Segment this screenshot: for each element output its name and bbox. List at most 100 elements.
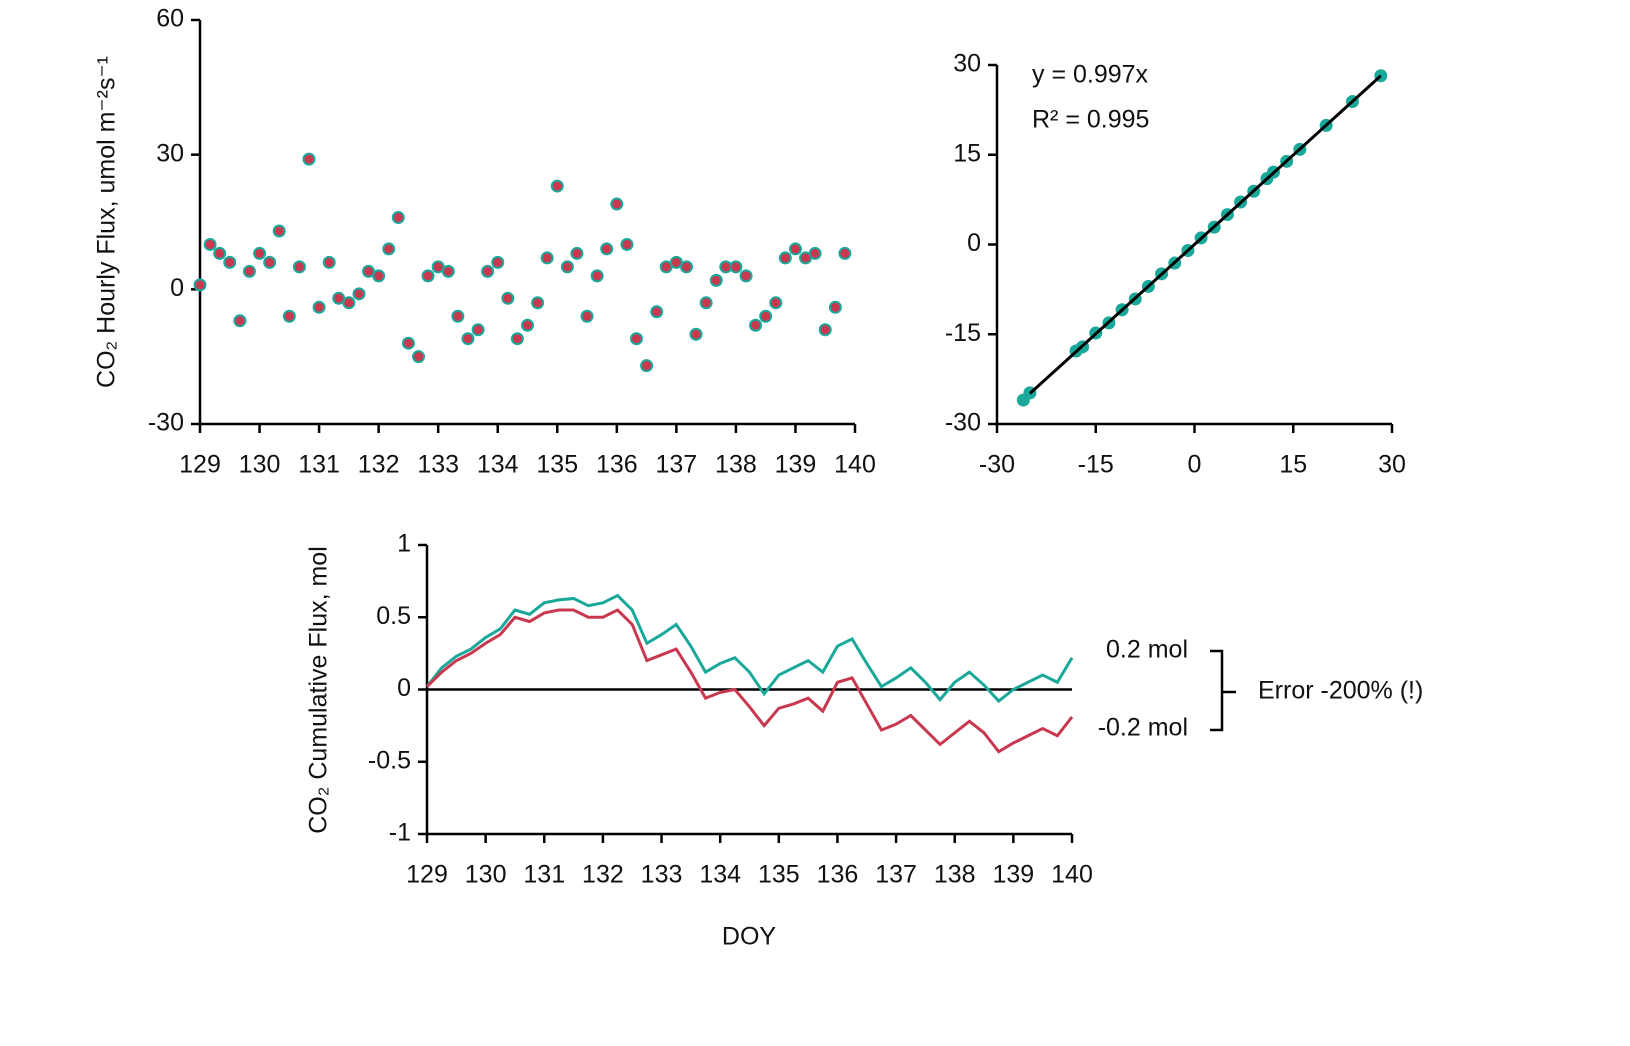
x-tick-label: 133: [417, 451, 459, 479]
point: [622, 239, 632, 249]
y-tick-label: -30: [148, 409, 184, 437]
y-tick-label: -15: [945, 319, 981, 347]
x-tick-label: -30: [979, 451, 1015, 479]
point: [642, 361, 652, 371]
y-tick-label: 0: [967, 229, 981, 257]
y-tick-label: -0.5: [368, 746, 411, 774]
x-tick-label: 15: [1279, 451, 1307, 479]
point: [324, 257, 334, 267]
x-tick-label: 132: [582, 861, 624, 889]
x-tick-label: 131: [298, 451, 340, 479]
x-tick-label: 0: [1188, 451, 1202, 479]
x-tick-label: 136: [596, 451, 638, 479]
point: [414, 352, 424, 362]
y-tick-label: -30: [945, 409, 981, 437]
x-tick-label: 129: [406, 861, 448, 889]
x-tick-label: 137: [656, 451, 698, 479]
point: [562, 262, 572, 272]
x-axis-label: DOY: [722, 923, 777, 951]
x-tick-label: 137: [875, 861, 917, 889]
point: [393, 213, 403, 223]
line: [425, 608, 1074, 754]
annotation: -0.2 mol: [1098, 714, 1188, 742]
x-tick-label: 130: [239, 451, 281, 479]
point: [523, 320, 532, 330]
point: [215, 248, 225, 258]
point: [582, 311, 592, 321]
axes: [198, 20, 855, 426]
point: [801, 253, 811, 263]
x-tick-label: 132: [358, 451, 400, 479]
point: [691, 329, 701, 339]
point: [235, 316, 245, 326]
x-tick-label: 138: [715, 451, 757, 479]
point: [602, 244, 612, 254]
x-tick-label: 135: [536, 451, 578, 479]
x-tick-label: -15: [1078, 451, 1114, 479]
x-tick-label: 130: [465, 861, 507, 889]
point: [463, 334, 473, 344]
y-tick-label: 0: [397, 674, 411, 702]
point: [374, 271, 384, 281]
point: [205, 239, 215, 249]
x-tick-label: 134: [699, 861, 741, 889]
point: [284, 311, 294, 321]
point: [294, 262, 304, 272]
x-tick-label: 136: [817, 861, 859, 889]
point: [195, 280, 205, 290]
point: [225, 257, 235, 267]
x-tick-label: 131: [523, 861, 565, 889]
x-tick-label: 133: [641, 861, 683, 889]
point: [433, 262, 443, 272]
point: [780, 253, 790, 263]
annotation: Error -200% (!): [1258, 677, 1423, 705]
point: [344, 298, 354, 308]
x-tick-label: 135: [758, 861, 800, 889]
point: [314, 302, 324, 312]
fit-line: [1028, 74, 1382, 395]
point: [255, 248, 265, 258]
point: [493, 257, 503, 267]
point: [820, 325, 830, 335]
y-tick-label: 1: [397, 530, 411, 558]
point: [741, 271, 751, 281]
point: [473, 325, 483, 335]
point: [711, 275, 721, 285]
point: [533, 298, 543, 308]
y-tick-label: 15: [953, 139, 981, 167]
point: [364, 266, 374, 276]
point: [810, 248, 820, 258]
point: [503, 293, 513, 303]
point: [681, 262, 691, 272]
error-bracket: [1210, 649, 1236, 732]
point: [731, 262, 741, 272]
point: [354, 289, 364, 299]
point: [572, 248, 582, 258]
point: [721, 262, 731, 272]
point: [840, 248, 850, 258]
x-tick-label: 139: [993, 861, 1035, 889]
x-tick-label: 129: [179, 451, 221, 479]
point: [334, 293, 344, 303]
point: [701, 298, 711, 308]
point: [512, 334, 522, 344]
y-tick-label: 30: [156, 139, 184, 167]
point: [483, 266, 493, 276]
annotation: R² = 0.995: [1032, 106, 1149, 134]
x-tick-label: 140: [834, 451, 876, 479]
point: [542, 253, 552, 263]
y-tick-label: 0: [170, 274, 184, 302]
point: [761, 311, 771, 321]
x-tick-label: 30: [1378, 451, 1406, 479]
point: [453, 311, 463, 321]
point: [631, 334, 641, 344]
point: [671, 257, 681, 267]
annotation: y = 0.997x: [1032, 61, 1149, 89]
x-tick-label: 139: [775, 451, 817, 479]
point: [443, 266, 453, 276]
point: [274, 226, 284, 236]
x-tick-label: 138: [934, 861, 976, 889]
point: [790, 244, 800, 254]
point: [661, 262, 671, 272]
x-tick-label: 140: [1051, 861, 1093, 889]
